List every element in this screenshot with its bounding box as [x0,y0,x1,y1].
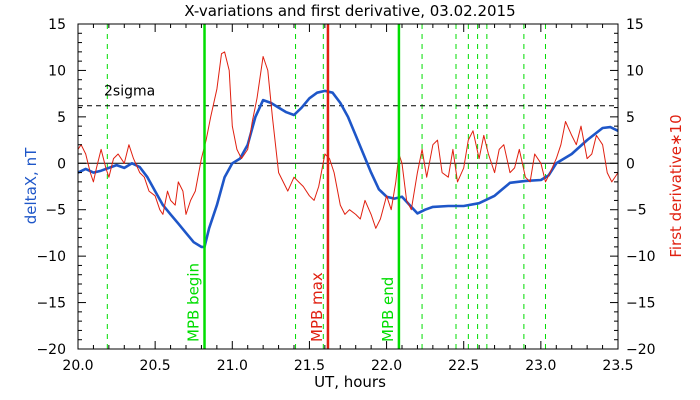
y-tick-label-left-0: 15 [48,17,66,33]
y-tick-label-right-4: −5 [626,203,647,219]
chart-title: X-variations and first derivative, 03.02… [184,2,515,20]
x-tick-label-5: 22.5 [448,358,479,374]
x-tick-label-4: 22.0 [371,358,402,374]
mpb-max-label: MPB max [308,272,326,342]
y-tick-label-left-1: 10 [48,63,66,79]
y-tick-label-right-0: 15 [626,17,644,33]
y-tick-label-left-7: −20 [36,342,66,358]
y-tick-label-right-1: 10 [626,63,644,79]
y-axis-label-right: First derivative∗10 [667,114,685,257]
y-tick-label-left-4: −5 [45,203,66,219]
mpb-end-label: MPB end [379,277,397,342]
y-tick-label-right-5: −10 [626,249,656,265]
mpb-begin-label: MPB begin [185,263,203,342]
y-tick-label-left-6: −15 [36,296,66,312]
plot-frame [77,23,619,350]
y-tick-label-right-7: −20 [626,342,656,358]
x-tick-label-6: 23.0 [525,358,556,374]
y-tick-label-left-5: −10 [36,249,66,265]
x-tick-label-3: 21.5 [294,358,325,374]
y-tick-label-right-3: 0 [626,156,635,172]
x-tick-label-7: 23.5 [602,358,633,374]
y-tick-label-left-3: 0 [57,156,66,172]
threshold-label: 2sigma [104,84,155,100]
x-tick-label-0: 20.0 [62,358,93,374]
y-tick-label-right-6: −15 [626,296,656,312]
deltax-series-line [77,89,619,249]
x-tick-label-2: 21.0 [217,358,248,374]
y-axis-label-left: deltaX, nT [22,147,40,224]
x-axis-label: UT, hours [314,373,386,391]
y-tick-label-right-2: 5 [626,110,635,126]
derivative-series-line [77,51,619,229]
y-tick-label-left-2: 5 [57,110,66,126]
x-tick-label-1: 20.5 [140,358,171,374]
